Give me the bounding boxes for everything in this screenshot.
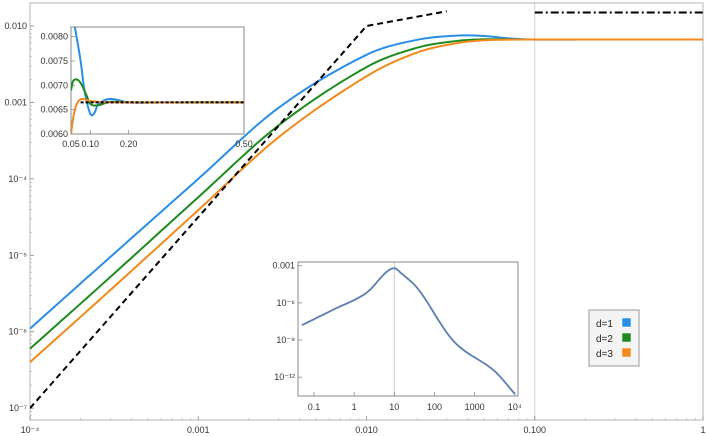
x-tick-label: 10⁻⁴ [21,425,40,435]
legend: d=1 d=2 d=3 [588,309,640,367]
plot-frame [297,261,519,397]
x-tick-label: 0.20 [120,139,138,149]
legend-swatch-d-1 [621,317,632,328]
x-tick-label: 100 [427,402,442,412]
y-tick-label: 10⁻⁶ [277,298,296,308]
x-tick-label: 0.100 [523,425,546,435]
series-line-d-3 [71,97,244,134]
legend-swatch-d-3 [621,347,632,358]
y-tick-label: 10⁻⁵ [9,250,28,260]
y-tick-label: 0.001 [4,97,27,107]
series-line-asymptote [30,10,447,409]
y-tick-label: 0.0070 [40,80,68,90]
x-tick-label: 1 [700,425,705,435]
x-tick-label: 0.50 [235,139,253,149]
y-tick-label: 10⁻⁶ [9,327,28,337]
y-tick-label: 10⁻⁹ [276,335,295,345]
y-tick-label: 10⁻⁷ [9,403,27,413]
legend-label-d-3: d=3 [596,349,613,360]
x-tick-label: 0.10 [81,139,99,149]
x-tick-label: 1 [352,402,357,412]
plot-background [71,27,244,134]
x-tick-label: 0.010 [355,425,378,435]
y-tick-label: 10⁻⁴ [8,174,27,184]
y-tick-label: 0.0080 [40,32,68,42]
series-line-d-3 [30,38,703,363]
y-tick-label: 0.0065 [40,105,68,115]
x-tick-label: 1000 [465,402,485,412]
x-tick-label: 0.001 [187,425,210,435]
y-tick-label: 0.010 [4,21,27,31]
y-tick-label: 0.001 [272,261,295,271]
y-tick-label: 0.0075 [40,56,68,66]
legend-swatch-d-2 [621,332,632,343]
legend-label-d-2: d=2 [596,334,613,345]
x-tick-label: 0.1 [308,402,321,412]
x-tick-label: 10⁴ [508,402,522,412]
x-tick-label: 0.05 [62,139,80,149]
legend-label-d-1: d=1 [596,319,613,330]
plot-background [298,262,518,396]
series-line-curve [301,267,516,395]
y-tick-label: 0.0060 [40,129,68,139]
inset-wide-plot: 0.1 1 10 100 1000 10⁴ 10⁻¹² 10⁻⁹ 10⁻⁶ 0.001 [272,261,521,412]
y-tick-label: 10⁻¹² [274,372,295,382]
plot-frame [70,26,245,135]
x-tick-label: 10 [389,402,399,412]
inset-zoom-plot: 0.05 0.10 0.20 0.50 0.0060 0.0065 0.0070 0.0075… [40,26,253,149]
main-plot: 10⁻⁴ 0.001 0.010 0.100 1 10⁻⁷ 10⁻⁶ 10⁻⁵ 10⁻⁴ 0.00… [4,2,706,435]
